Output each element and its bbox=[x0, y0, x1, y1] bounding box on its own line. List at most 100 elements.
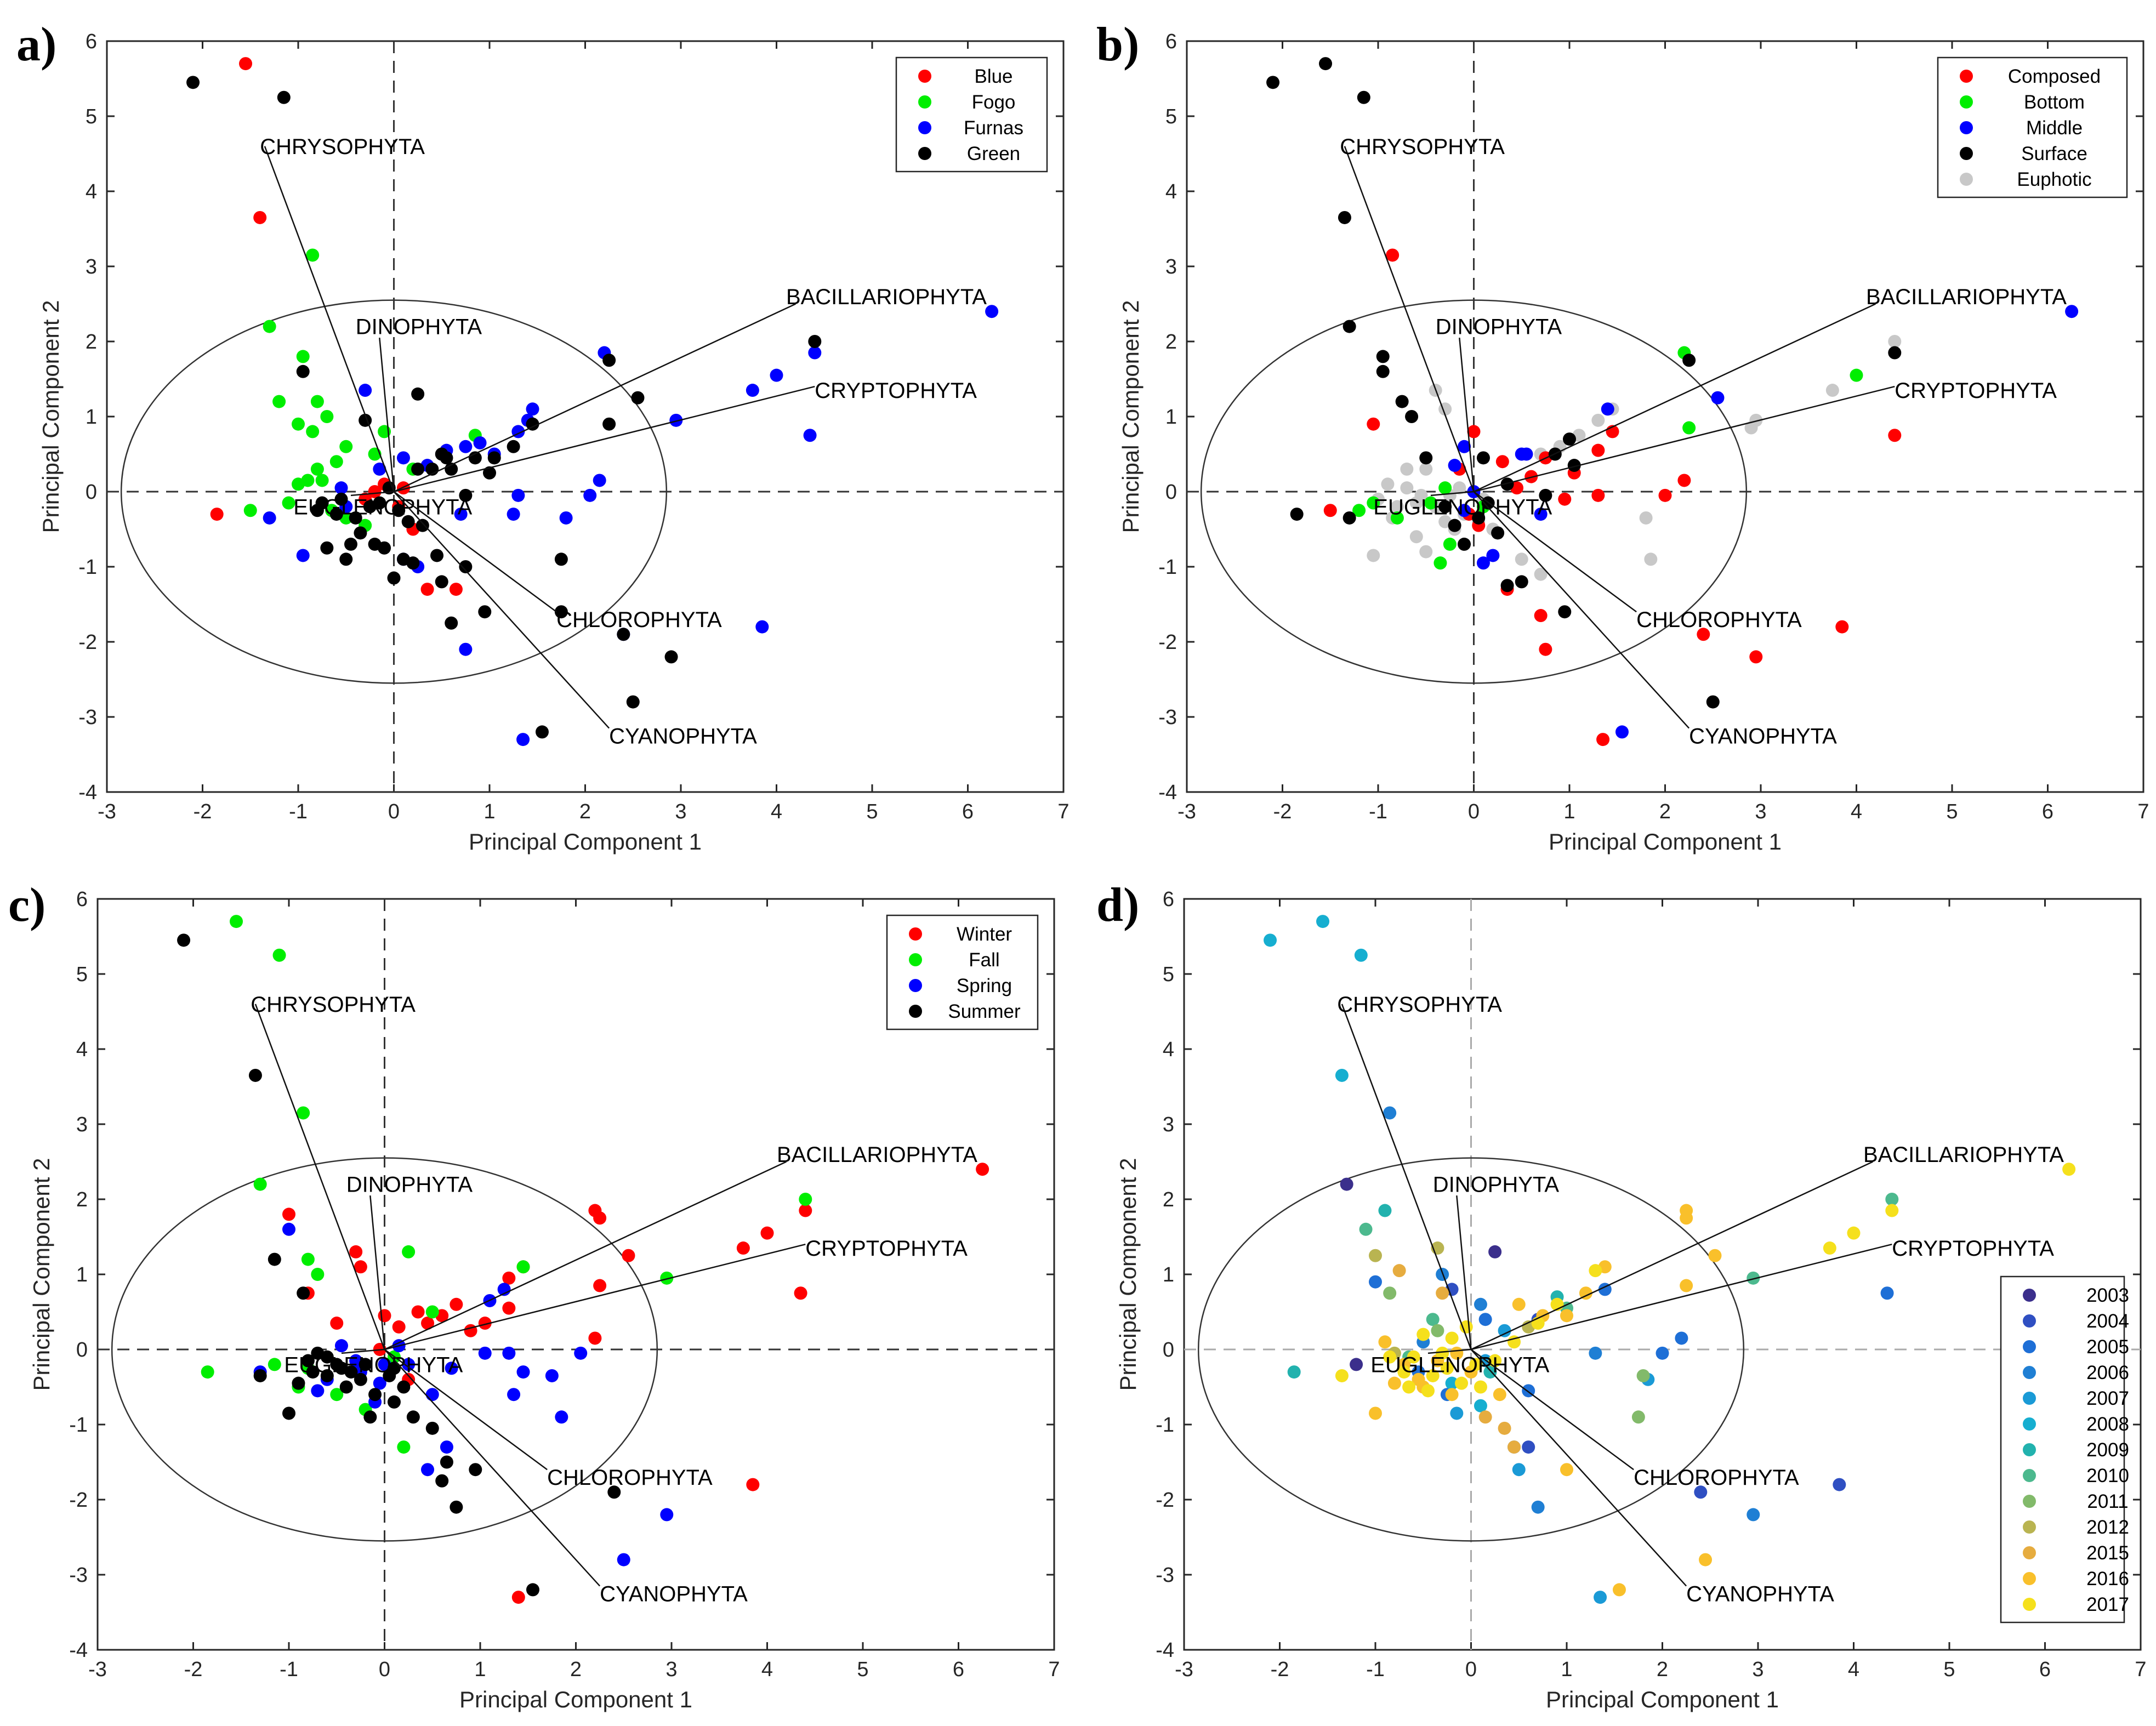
data-point bbox=[799, 1204, 812, 1217]
legend-marker bbox=[918, 121, 931, 134]
y-tick-label: -2 bbox=[1156, 1489, 1174, 1512]
data-point bbox=[1747, 1508, 1760, 1522]
data-point bbox=[1359, 1222, 1373, 1236]
data-point bbox=[411, 1305, 425, 1319]
data-point bbox=[746, 1478, 760, 1491]
data-point bbox=[411, 462, 425, 476]
data-point bbox=[339, 1380, 353, 1394]
loading-vector bbox=[1470, 1161, 1873, 1351]
panel-1: a)-3 -2 -1 0 1 2 3 4 5 6 7-4-3-2-10123456Principal… bbox=[16, 18, 1070, 855]
x-tick-label: 1 bbox=[474, 1658, 486, 1681]
data-point bbox=[1445, 1388, 1459, 1402]
legend-marker bbox=[2023, 1366, 2036, 1379]
data-point bbox=[1534, 567, 1548, 581]
vector-label: DINOPHYTA bbox=[1433, 1173, 1560, 1197]
data-point bbox=[2065, 305, 2079, 318]
data-point bbox=[1539, 642, 1552, 656]
data-point bbox=[354, 526, 367, 540]
data-point bbox=[1706, 695, 1720, 709]
data-point bbox=[292, 417, 305, 431]
x-tick-label: 0 bbox=[379, 1658, 390, 1681]
data-point bbox=[1508, 1440, 1521, 1454]
legend-marker bbox=[1960, 173, 1973, 186]
loading-vector bbox=[384, 1161, 787, 1351]
data-point bbox=[1438, 481, 1452, 495]
data-point bbox=[440, 1440, 453, 1454]
data-point bbox=[435, 1474, 449, 1488]
data-point bbox=[1825, 384, 1839, 397]
x-tick-label: 5 bbox=[1946, 800, 1958, 823]
data-point bbox=[1400, 462, 1414, 476]
data-point bbox=[1512, 1463, 1526, 1477]
data-point bbox=[210, 508, 224, 521]
data-point bbox=[588, 1331, 602, 1345]
data-point bbox=[1474, 1399, 1487, 1412]
legend-entry-label: Euphotic bbox=[2017, 169, 2091, 190]
data-point bbox=[450, 1500, 463, 1514]
x-tick-label: 3 bbox=[1755, 800, 1766, 823]
series-2016 bbox=[1369, 1204, 1722, 1597]
x-tick-label: 5 bbox=[866, 800, 878, 823]
loading-vector bbox=[393, 303, 796, 493]
data-point bbox=[1847, 1226, 1861, 1240]
data-point bbox=[306, 1365, 320, 1379]
data-point bbox=[985, 305, 999, 318]
y-tick-label: 2 bbox=[76, 1188, 88, 1211]
data-point bbox=[401, 515, 415, 528]
data-point bbox=[1342, 320, 1356, 333]
data-point bbox=[272, 948, 286, 962]
data-point bbox=[416, 519, 429, 532]
data-point bbox=[339, 552, 353, 566]
data-point bbox=[263, 511, 276, 525]
data-point bbox=[315, 474, 329, 487]
y-tick-label: 1 bbox=[76, 1263, 88, 1286]
y-tick-label: -3 bbox=[69, 1564, 88, 1587]
data-point bbox=[297, 1106, 310, 1120]
legend-entry-label: Surface bbox=[2021, 143, 2087, 164]
data-point bbox=[464, 1324, 477, 1337]
y-tick-label: -2 bbox=[78, 631, 97, 654]
legend-entry-label: Fall bbox=[969, 949, 999, 971]
vector-label: EUGLENOPHYTA bbox=[293, 495, 472, 519]
data-point bbox=[1319, 57, 1333, 71]
x-axis-label: Principal Component 1 bbox=[459, 1687, 692, 1712]
y-axis-label: Principal Component 2 bbox=[1118, 300, 1144, 533]
data-point bbox=[526, 402, 539, 416]
series-2003 bbox=[1340, 1177, 1502, 1371]
data-point bbox=[1381, 477, 1395, 491]
data-point bbox=[1443, 537, 1457, 551]
data-point bbox=[1675, 1331, 1688, 1345]
data-point bbox=[272, 395, 286, 408]
data-point bbox=[1472, 511, 1486, 525]
data-point bbox=[1880, 1286, 1894, 1300]
legend-marker bbox=[2023, 1598, 2036, 1611]
legend-marker bbox=[1960, 121, 1973, 134]
data-point bbox=[296, 350, 310, 363]
data-point bbox=[344, 537, 357, 551]
data-point bbox=[626, 695, 640, 709]
vector-label: CRYPTOPHYTA bbox=[1895, 379, 2057, 403]
data-point bbox=[359, 384, 372, 397]
legend-entry-label: 2017 bbox=[2086, 1594, 2129, 1615]
data-point bbox=[1316, 915, 1330, 928]
data-point bbox=[387, 1362, 401, 1375]
legend-entry-label: Spring bbox=[957, 975, 1012, 996]
data-point bbox=[373, 1376, 386, 1390]
data-point bbox=[253, 210, 267, 224]
data-point bbox=[1474, 1380, 1487, 1394]
data-point bbox=[1390, 511, 1404, 525]
data-point bbox=[1615, 725, 1629, 739]
legend-entry-label: 2006 bbox=[2086, 1362, 2129, 1383]
data-point bbox=[1421, 1384, 1435, 1398]
data-point bbox=[268, 1358, 281, 1371]
data-point bbox=[1376, 350, 1390, 363]
data-point bbox=[1512, 1297, 1526, 1311]
data-point bbox=[1493, 1388, 1506, 1402]
data-point bbox=[311, 1384, 325, 1398]
data-point bbox=[1558, 605, 1572, 619]
y-tick-label: 5 bbox=[76, 963, 88, 986]
series-winter bbox=[282, 1163, 989, 1604]
data-point bbox=[1531, 1500, 1545, 1514]
x-tick-label: 0 bbox=[388, 800, 400, 823]
data-point bbox=[459, 440, 473, 453]
